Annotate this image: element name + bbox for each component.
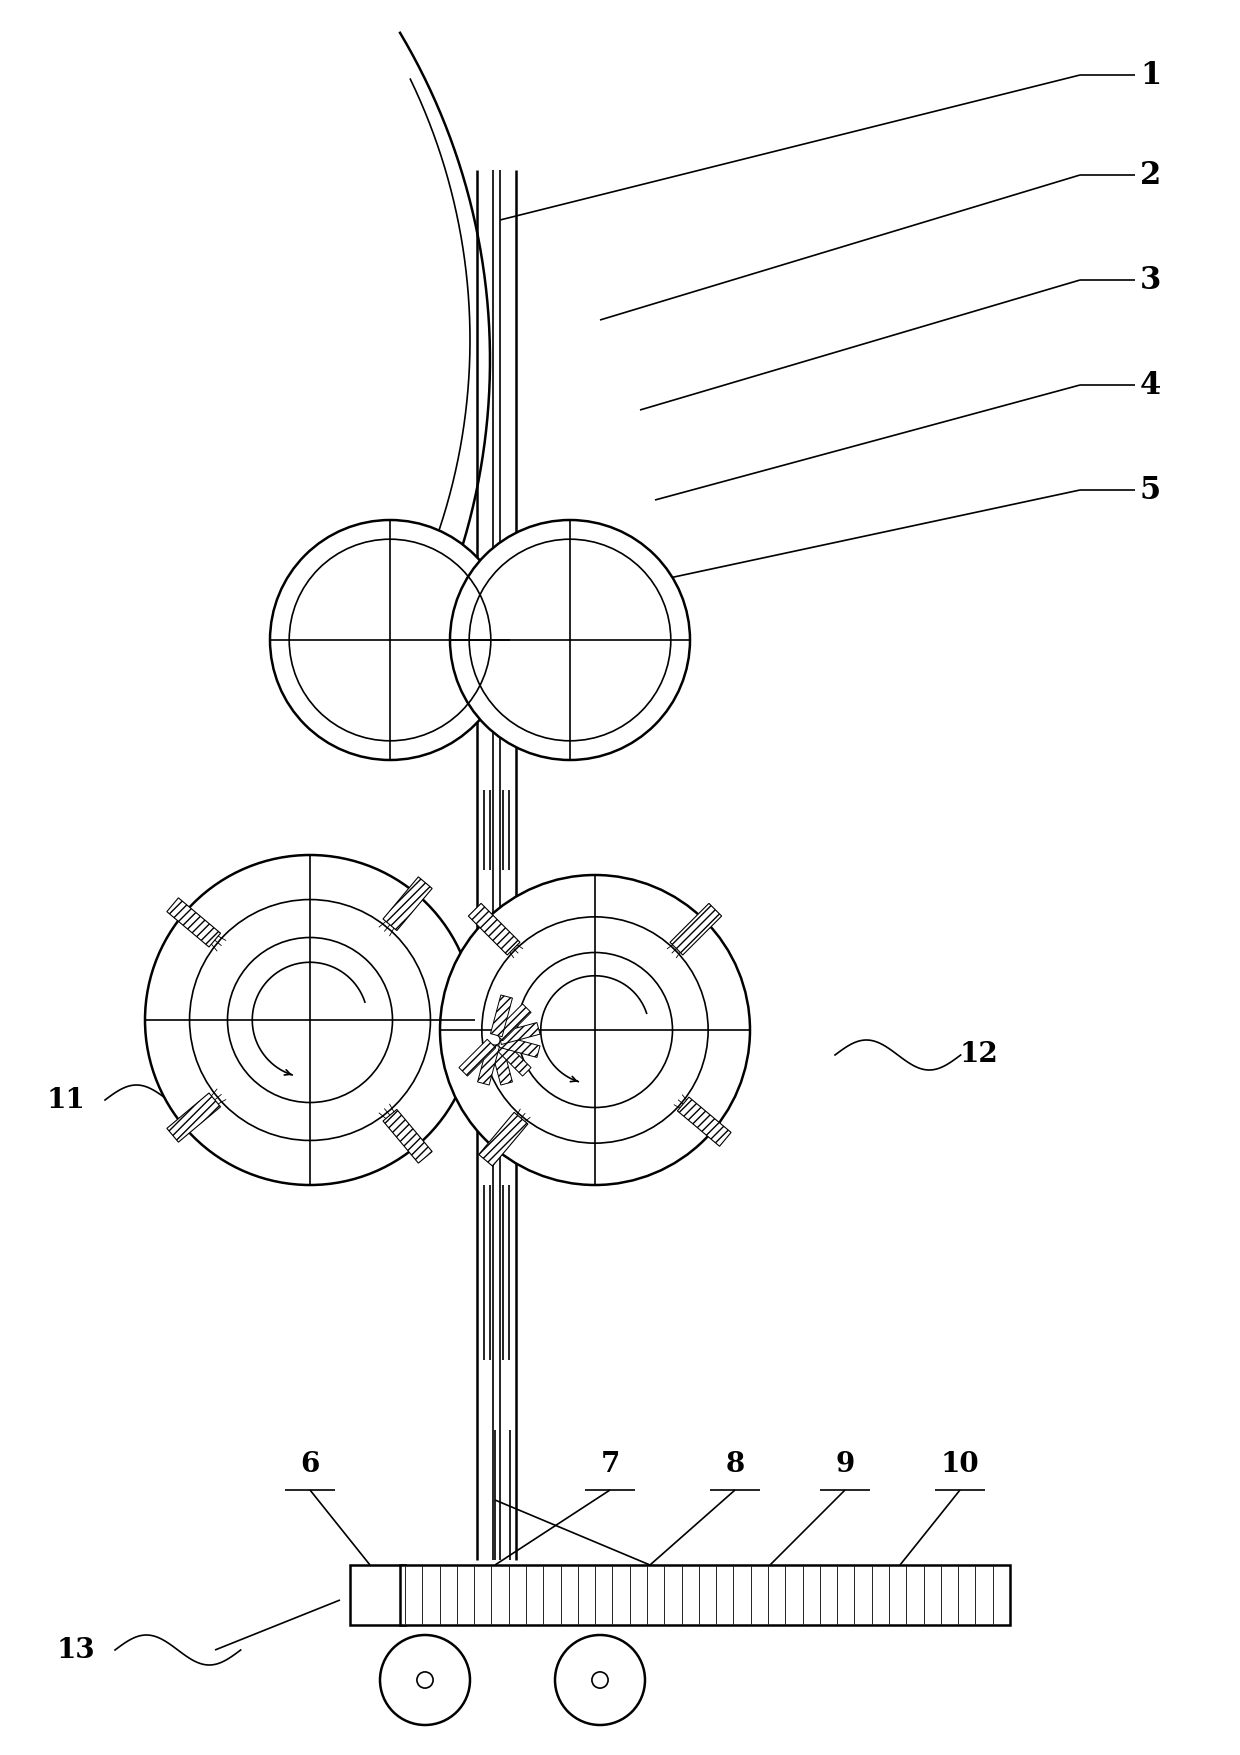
Text: 3: 3 (1140, 265, 1162, 295)
Text: 1: 1 (1140, 60, 1161, 91)
Bar (350, 1565, 405, 1625)
Polygon shape (383, 1109, 433, 1164)
Polygon shape (498, 1035, 539, 1058)
Text: 5: 5 (1140, 474, 1161, 505)
Text: 13: 13 (56, 1636, 95, 1664)
Circle shape (556, 1636, 645, 1725)
Polygon shape (495, 1004, 531, 1041)
Text: 11: 11 (46, 1086, 86, 1113)
Bar (401, 1565, 1011, 1625)
Text: 8: 8 (725, 1451, 745, 1478)
Text: 4: 4 (1140, 370, 1161, 400)
Text: 2: 2 (1140, 160, 1161, 191)
Text: 7: 7 (600, 1451, 620, 1478)
Polygon shape (167, 1093, 221, 1143)
Polygon shape (491, 995, 512, 1037)
Circle shape (440, 876, 750, 1185)
Text: 9: 9 (836, 1451, 854, 1478)
Polygon shape (495, 1039, 531, 1076)
Text: 10: 10 (941, 1451, 980, 1478)
Text: 12: 12 (960, 1041, 998, 1069)
Polygon shape (477, 1042, 500, 1085)
Polygon shape (469, 904, 520, 955)
Circle shape (450, 519, 689, 760)
Polygon shape (670, 904, 722, 955)
Circle shape (270, 519, 510, 760)
Polygon shape (167, 899, 221, 948)
Polygon shape (383, 878, 433, 930)
Polygon shape (498, 1023, 539, 1044)
Polygon shape (479, 1113, 528, 1165)
Text: 6: 6 (300, 1451, 320, 1478)
Circle shape (145, 855, 475, 1185)
Polygon shape (459, 1039, 496, 1076)
Circle shape (379, 1636, 470, 1725)
Polygon shape (491, 1042, 512, 1085)
Polygon shape (677, 1097, 732, 1146)
